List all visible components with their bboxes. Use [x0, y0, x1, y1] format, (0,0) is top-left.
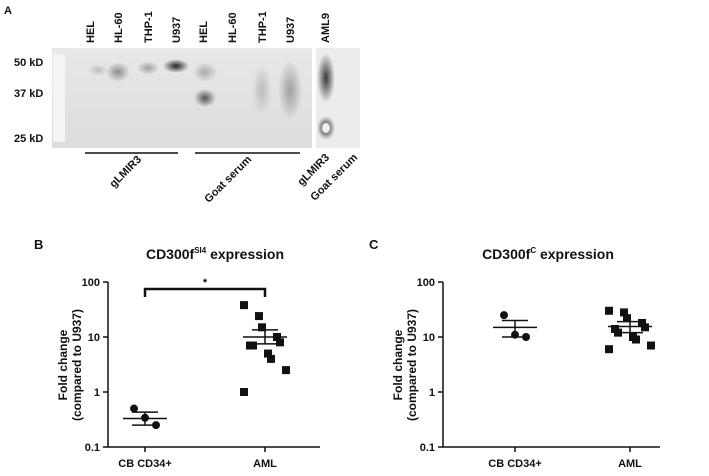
data-point — [632, 335, 640, 344]
lane-label: HEL — [85, 21, 97, 43]
x-tick-label: AML — [618, 458, 642, 470]
significance-bracket — [143, 287, 267, 297]
y-tick-label: 1 — [94, 387, 100, 399]
y-tick-label: 10 — [423, 332, 435, 344]
data-point — [638, 318, 646, 327]
blot-image — [52, 48, 360, 154]
title-sup: SI4 — [194, 246, 207, 255]
title-main: CD300f — [482, 246, 531, 262]
y-tick-label: 0.1 — [420, 442, 435, 454]
title-main: CD300f — [146, 246, 195, 262]
mw-label: 37 kD — [14, 88, 43, 100]
y-tick-label: 10 — [88, 332, 100, 344]
x-tick-label: CB CD34+ — [488, 458, 542, 470]
panel-label: B — [34, 237, 43, 252]
y-axis-label: (compared to U937) — [70, 309, 84, 421]
data-point — [623, 314, 631, 323]
lane-label: HEL — [198, 21, 210, 43]
title-rest: expression — [206, 246, 284, 262]
x-tick-label: CB CD34+ — [118, 458, 172, 470]
data-point — [647, 341, 655, 350]
chart-title: CD300fC expression — [482, 246, 614, 262]
data-point — [240, 388, 248, 396]
y-tick-label: 100 — [82, 277, 100, 289]
title-sup: C — [530, 246, 536, 255]
data-point — [258, 323, 266, 332]
x-tick-label: AML — [253, 458, 277, 470]
mw-label: 25 kD — [14, 133, 43, 145]
lane-label: THP-1 — [257, 11, 269, 43]
y-axis-label: Fold change — [56, 329, 70, 400]
y-axis-label: Fold change — [391, 329, 405, 400]
data-point — [264, 349, 272, 358]
data-point — [605, 306, 613, 315]
group-label: Goat serum — [202, 153, 254, 205]
lane-label: U937 — [171, 17, 183, 43]
data-point — [249, 341, 257, 350]
data-point — [267, 354, 275, 363]
y-axis-label: (compared to U937) — [405, 309, 419, 421]
y-tick-label: 0.1 — [85, 442, 100, 454]
panel-label: C — [369, 237, 379, 252]
data-point — [500, 311, 508, 320]
data-point — [641, 323, 649, 332]
data-point — [620, 308, 628, 317]
lane-label: HL-60 — [113, 12, 125, 43]
data-point — [240, 301, 248, 310]
lane-label: THP-1 — [143, 11, 155, 43]
y-tick-label: 100 — [417, 277, 435, 289]
panel-label: A — [4, 5, 12, 17]
data-point — [282, 366, 290, 375]
y-tick-label: 1 — [429, 387, 435, 399]
lane-label: HL-60 — [227, 12, 239, 43]
group-label: gLMIR3 — [108, 154, 145, 191]
data-point — [130, 404, 138, 413]
chart-title: CD300fSI4 expression — [146, 246, 284, 262]
mw-label: 50 kD — [14, 57, 43, 69]
data-point — [255, 312, 263, 321]
title-rest: expression — [536, 246, 614, 262]
significance-label: * — [203, 277, 208, 289]
data-point — [605, 345, 613, 354]
lane-label: AML9 — [320, 13, 332, 43]
data-point — [276, 338, 284, 347]
lane-label: U937 — [285, 17, 297, 43]
